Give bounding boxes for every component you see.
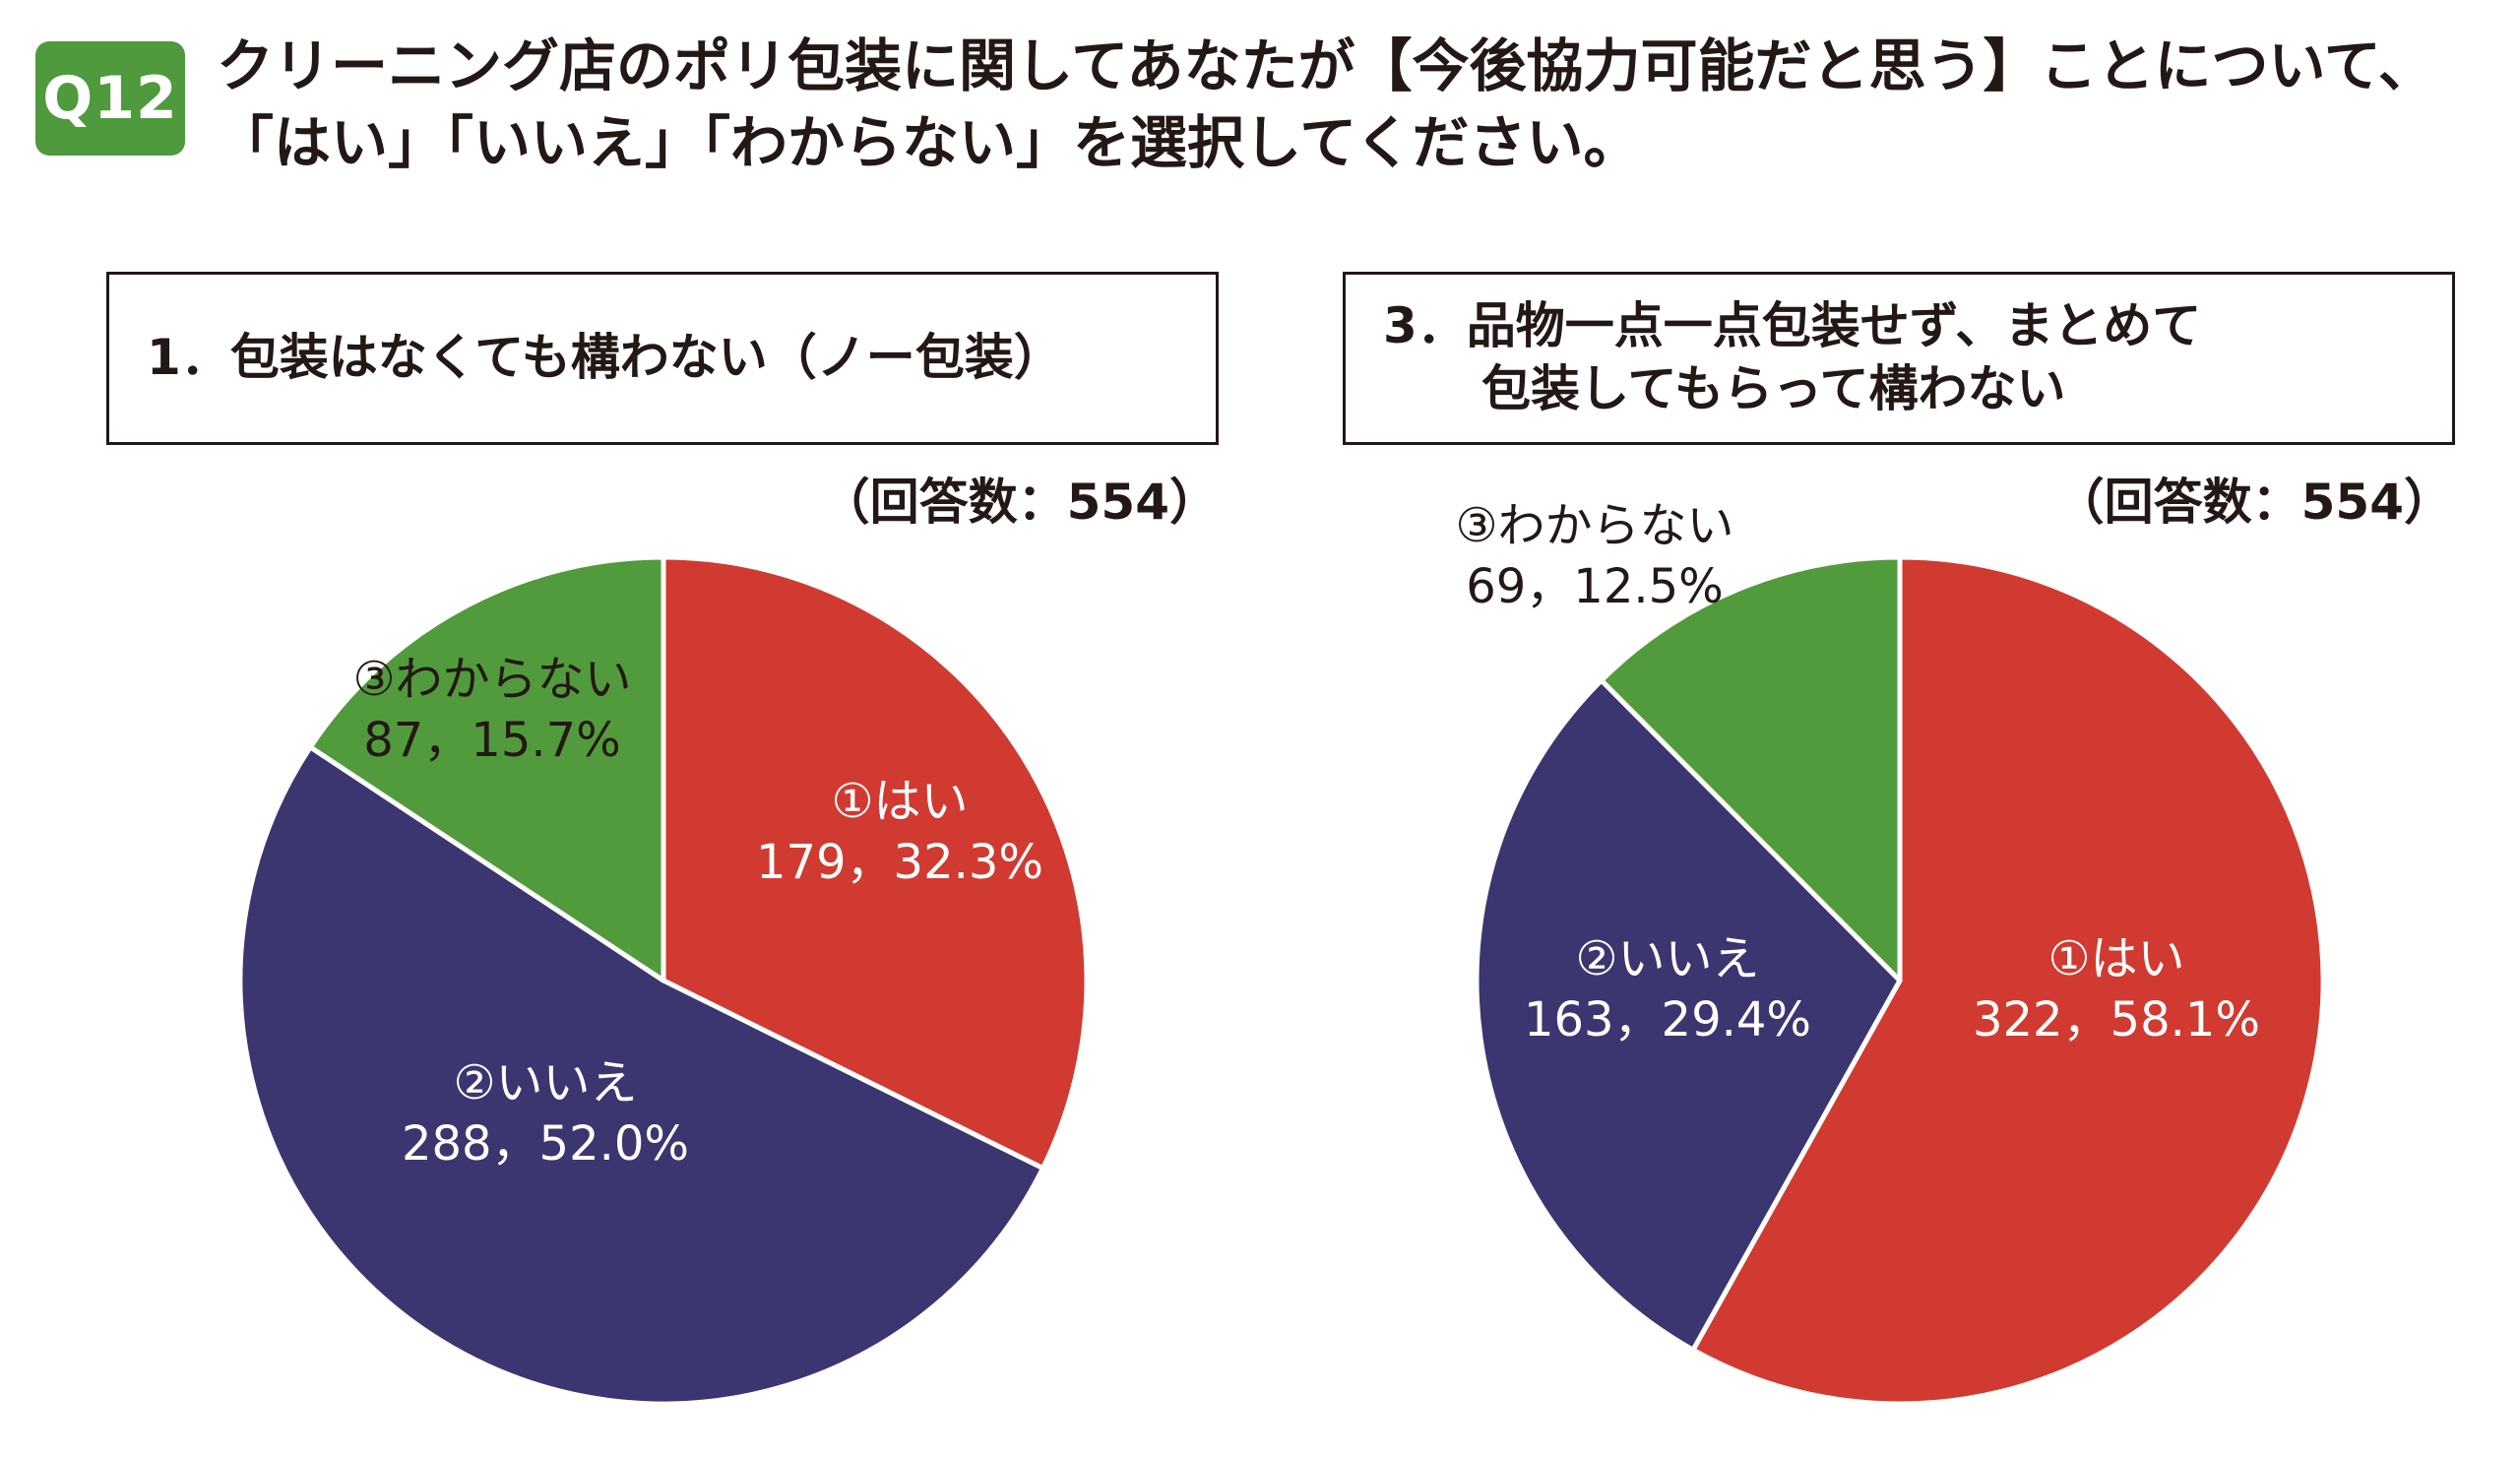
pie-2-slice-3-value-label: 69，12.5% — [1466, 559, 1724, 614]
pie-1-slice-3-value-label: 87，15.7% — [363, 713, 621, 768]
pie-2-slice-3 — [1599, 554, 1903, 983]
pie-chart-1: ①はい 179，32.3% ②いいえ 288，52.0% ③わからない 87，15.7% — [237, 554, 1090, 1407]
chart-1-response-count: （回答数：554） — [820, 474, 1219, 531]
pie-2-slice-2-value-label: 163，29.4% — [1524, 992, 1811, 1047]
pie-2-slice-2-category-label: ②いいえ — [1575, 931, 1759, 986]
pie-1-slice-2 — [237, 744, 1045, 1407]
pie-1-slice-1 — [661, 554, 1090, 1172]
pie-2-slice-3-category-label: ③わからない — [1455, 498, 1733, 553]
pie-1-slice-2-category-label: ②いいえ — [453, 1055, 637, 1110]
pie-2-slice-1 — [1690, 554, 2326, 1407]
chart-2-title-line-2: 包装してもらって構わない — [1481, 360, 2066, 417]
question-title: クリーニング店のポリ包装に関してあなたが【今後協力可能だと思う】ことについて、 … — [217, 28, 2510, 181]
chart-1-title-box: 1．包装はなくても構わない（ノー包装） — [106, 272, 1219, 445]
chart-2-title-line-1: 3．品物一点一点包装せず、まとめて — [1383, 297, 2202, 354]
pie-2-slice-2 — [1474, 677, 1903, 1353]
question-title-line-2: 「はい」「いいえ」「わからない」を選択してください。 — [217, 109, 1641, 176]
pie-1-slice-3-category-label: ③わからない — [352, 652, 631, 707]
pie-2-slice-1-value-label: 322，58.1% — [1973, 992, 2260, 1047]
chart-1-title: 1．包装はなくても構わない（ノー包装） — [147, 329, 1063, 386]
pie-1-slice-3 — [307, 554, 666, 983]
pie-1-slice-2-value-label: 288，52.0% — [402, 1116, 689, 1172]
question-title-line-1: クリーニング店のポリ包装に関してあなたが【今後協力可能だと思う】ことについて、 — [217, 32, 2435, 99]
chart-2-response-count: （回答数：554） — [2054, 474, 2453, 531]
pie-2-slice-1-category-label: ①はい — [2048, 931, 2184, 986]
question-number-badge: Q12 — [35, 41, 185, 156]
pie-1-slice-1-category-label: ①はい — [831, 774, 968, 829]
pie-chart-2: ①はい 322，58.1% ②いいえ 163，29.4% ③わからない 69，12.5% — [1455, 498, 2326, 1407]
chart-2-title-box: 3．品物一点一点包装せず、まとめて 包装してもらって構わない — [1343, 272, 2455, 445]
pie-1-slice-1-value-label: 179，32.3% — [756, 835, 1043, 890]
